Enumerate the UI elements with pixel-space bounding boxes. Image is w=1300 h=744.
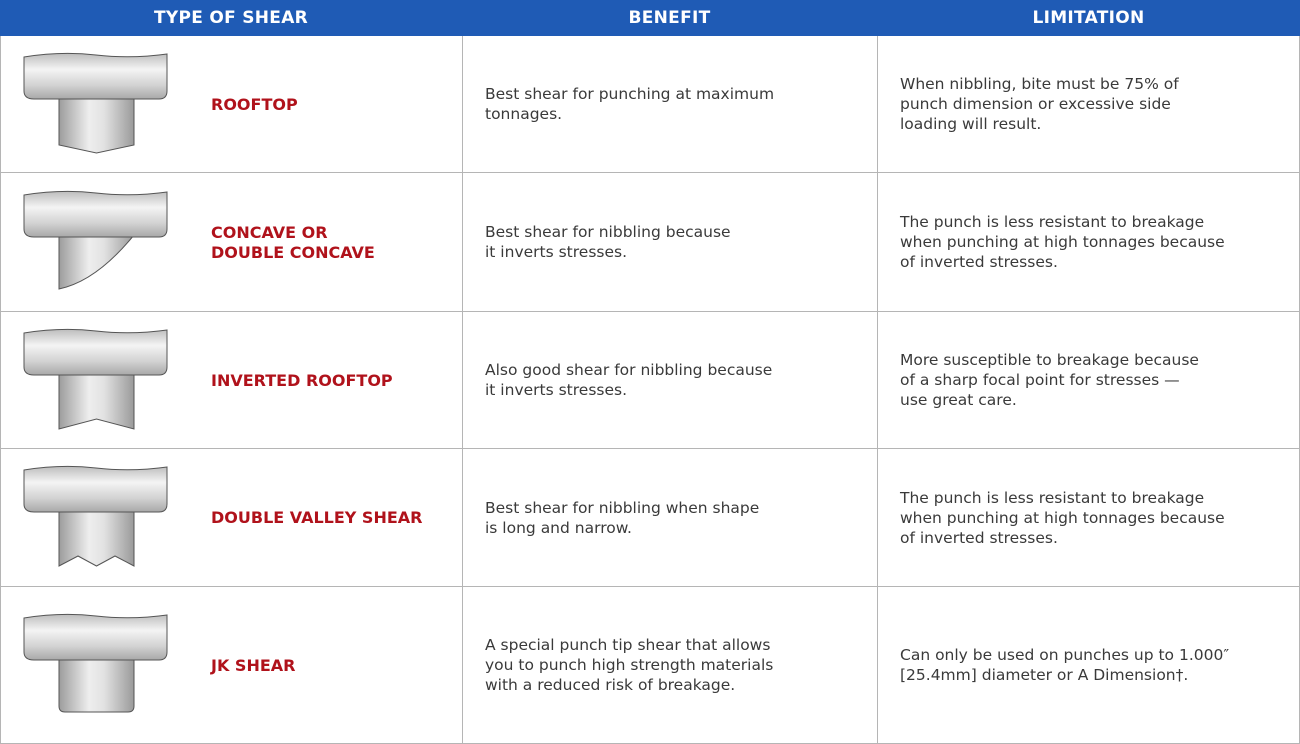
text-line: More susceptible to breakage because (900, 351, 1199, 369)
type-cell: INVERTED ROOFTOP (0, 312, 462, 449)
punch-head (23, 52, 168, 99)
text-line: you to punch high strength materials (485, 656, 774, 674)
punch-icon (23, 190, 168, 290)
label-line: JK SHEAR (211, 655, 296, 675)
punch-shank (58, 372, 135, 430)
text-line: [25.4mm] diameter or A Dimension†. (900, 666, 1189, 684)
punch-icon (23, 613, 168, 712)
text-line: when punching at high tonnages because (900, 233, 1225, 251)
text-line: it inverts stresses. (485, 243, 628, 261)
header-cell: LIMITATION (877, 0, 1300, 36)
shear-label: JK SHEAR (211, 656, 295, 676)
text-line: When nibbling, bite must be 75% of (900, 75, 1179, 93)
text-line: The punch is less resistant to breakage (900, 213, 1205, 231)
text-line: use great care. (900, 391, 1017, 409)
punch-icon (23, 328, 168, 430)
limitation-cell: The punch is less resistant to breakage w… (877, 173, 1300, 312)
text-line: punch dimension or excessive side (900, 95, 1171, 113)
punch-shank (58, 234, 136, 290)
type-cell: CONCAVE OR DOUBLE CONCAVE (0, 173, 462, 312)
text-line: The punch is less resistant to breakage (900, 488, 1205, 507)
limitation-cell: Can only be used on punches up to 1.000″… (877, 587, 1300, 744)
limitation-cell: The punch is less resistant to breakage w… (877, 449, 1300, 587)
label-line: DOUBLE VALLEY SHEAR (211, 508, 423, 527)
punch-icon (23, 465, 168, 567)
punch-shank (58, 96, 135, 154)
benefit-cell: Best shear for nibbling because it invert… (462, 173, 877, 312)
type-cell: ROOFTOP (0, 36, 462, 173)
text-line: when punching at high tonnages because (900, 508, 1225, 527)
type-cell: JK SHEAR (0, 587, 462, 744)
label-line: CONCAVE OR (211, 222, 328, 242)
text-line: of inverted stresses. (900, 253, 1058, 271)
benefit-cell: A special punch tip shear that allows you… (462, 587, 877, 744)
benefit-cell: Best shear for punching at maximum tonnag… (462, 36, 877, 173)
shear-label: DOUBLE VALLEY SHEAR (211, 508, 422, 528)
text-line: A special punch tip shear that allows (485, 636, 771, 654)
benefit-cell: Also good shear for nibbling because it i… (462, 312, 877, 449)
label-line: INVERTED ROOFTOP (211, 370, 393, 390)
shear-label: CONCAVE OR DOUBLE CONCAVE (211, 223, 375, 263)
text-line: tonnages. (485, 105, 563, 123)
text-line: of inverted stresses. (900, 528, 1058, 547)
punch-head (23, 328, 168, 375)
punch-head (23, 465, 168, 513)
shear-label: ROOFTOP (211, 95, 298, 115)
label-line: DOUBLE CONCAVE (211, 242, 375, 262)
limitation-cell: More susceptible to breakage because of a… (877, 312, 1300, 449)
label-line: ROOFTOP (211, 94, 298, 114)
punch-icon (23, 52, 168, 154)
text-line: Best shear for punching at maximum (485, 85, 775, 103)
header-cell: TYPE OF SHEAR (0, 0, 462, 36)
header-cell: BENEFIT (462, 0, 877, 36)
text-line: Can only be used on punches up to 1.000″ (900, 646, 1230, 664)
limitation-cell: When nibbling, bite must be 75% of punch … (877, 36, 1300, 173)
benefit-cell: Best shear for nibbling when shape is lon… (462, 449, 877, 587)
text-line: Best shear for nibbling because (485, 223, 731, 241)
type-cell: DOUBLE VALLEY SHEAR (0, 449, 462, 587)
punch-head (23, 190, 168, 237)
text-line: it inverts stresses. (485, 381, 628, 399)
punch-head (23, 613, 168, 660)
text-line: of a sharp focal point for stresses — (900, 371, 1180, 389)
text-line: Best shear for nibbling when shape (485, 498, 760, 517)
text-line: with a reduced risk of breakage. (485, 676, 736, 694)
punch-shank (58, 509, 135, 567)
shear-label: INVERTED ROOFTOP (211, 371, 393, 391)
text-line: is long and narrow. (485, 518, 632, 537)
text-line: loading will result. (900, 115, 1042, 133)
punch-shank (58, 657, 135, 712)
text-line: Also good shear for nibbling because (485, 361, 773, 379)
